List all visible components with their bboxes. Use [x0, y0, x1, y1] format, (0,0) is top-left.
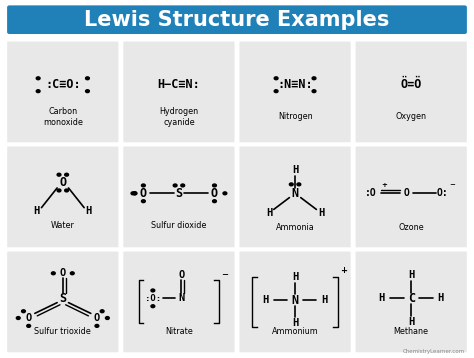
- Text: :O:: :O:: [145, 294, 161, 303]
- Text: ChemistryLearner.com: ChemistryLearner.com: [402, 349, 465, 354]
- Circle shape: [312, 77, 316, 80]
- Text: Oxygen: Oxygen: [396, 112, 427, 121]
- Circle shape: [95, 324, 99, 327]
- Text: Ammonia: Ammonia: [276, 223, 314, 232]
- Circle shape: [151, 305, 155, 308]
- Text: H: H: [321, 295, 328, 305]
- Text: −: −: [221, 270, 228, 279]
- FancyBboxPatch shape: [355, 251, 468, 353]
- Text: Water: Water: [51, 221, 75, 230]
- Circle shape: [151, 289, 155, 292]
- Text: Ozone: Ozone: [398, 223, 424, 232]
- Circle shape: [36, 77, 40, 80]
- Text: O:: O:: [436, 188, 448, 198]
- Text: N: N: [292, 294, 299, 306]
- Text: H: H: [379, 293, 385, 303]
- Circle shape: [85, 90, 89, 93]
- FancyBboxPatch shape: [238, 251, 352, 353]
- Text: H: H: [34, 206, 40, 216]
- FancyBboxPatch shape: [6, 251, 119, 353]
- Circle shape: [36, 90, 40, 93]
- Circle shape: [173, 184, 177, 187]
- Text: Lewis Structure Examples: Lewis Structure Examples: [84, 10, 390, 30]
- Circle shape: [181, 184, 184, 187]
- Circle shape: [51, 272, 55, 275]
- Text: H: H: [86, 206, 92, 216]
- Circle shape: [105, 316, 109, 319]
- Circle shape: [85, 77, 89, 80]
- FancyBboxPatch shape: [6, 40, 119, 143]
- Circle shape: [133, 192, 137, 195]
- Text: H: H: [292, 318, 298, 328]
- Text: +: +: [340, 266, 347, 275]
- Circle shape: [274, 90, 278, 93]
- Circle shape: [289, 183, 293, 186]
- Circle shape: [212, 200, 216, 203]
- Circle shape: [223, 192, 227, 195]
- FancyBboxPatch shape: [7, 5, 467, 34]
- Text: C: C: [408, 292, 415, 305]
- Circle shape: [141, 200, 145, 203]
- FancyBboxPatch shape: [6, 145, 119, 248]
- Text: O: O: [59, 176, 66, 189]
- Text: O: O: [140, 187, 147, 200]
- Text: +: +: [381, 183, 387, 188]
- Text: O: O: [94, 313, 100, 323]
- Circle shape: [274, 77, 278, 80]
- Text: O: O: [178, 270, 184, 280]
- Circle shape: [141, 184, 145, 187]
- Text: H: H: [438, 293, 444, 303]
- Text: O: O: [211, 187, 218, 200]
- Circle shape: [57, 189, 61, 192]
- Text: N: N: [178, 293, 184, 303]
- Text: N: N: [292, 187, 299, 200]
- Circle shape: [131, 192, 135, 195]
- Circle shape: [297, 183, 301, 186]
- FancyBboxPatch shape: [122, 145, 236, 248]
- Text: Carbon
monoxide: Carbon monoxide: [43, 107, 83, 127]
- Text: Nitrogen: Nitrogen: [278, 112, 312, 121]
- Text: Sulfur trioxide: Sulfur trioxide: [35, 327, 91, 336]
- Text: H: H: [408, 316, 414, 326]
- Text: Nitrate: Nitrate: [165, 327, 193, 336]
- Text: S: S: [175, 187, 182, 200]
- Circle shape: [64, 173, 69, 176]
- Text: −: −: [449, 183, 456, 188]
- Text: H−C≡N:: H−C≡N:: [157, 78, 201, 91]
- FancyBboxPatch shape: [122, 251, 236, 353]
- Text: H: H: [266, 208, 272, 218]
- Text: Methane: Methane: [394, 327, 428, 336]
- FancyBboxPatch shape: [238, 145, 352, 248]
- Text: S: S: [59, 292, 66, 305]
- Text: :O: :O: [365, 188, 377, 198]
- Circle shape: [64, 189, 69, 192]
- Text: Sulfur dioxide: Sulfur dioxide: [151, 221, 207, 230]
- Text: H: H: [318, 208, 324, 218]
- Text: Ö=Ö: Ö=Ö: [401, 78, 422, 91]
- Text: H: H: [292, 165, 298, 175]
- Text: Hydrogen
cyanide: Hydrogen cyanide: [159, 107, 199, 127]
- FancyBboxPatch shape: [122, 40, 236, 143]
- Text: O: O: [60, 268, 66, 278]
- Text: O: O: [26, 313, 32, 323]
- Circle shape: [17, 316, 20, 319]
- Text: H: H: [263, 295, 269, 305]
- Text: Ammonium: Ammonium: [272, 327, 319, 336]
- Circle shape: [27, 324, 31, 327]
- Text: H: H: [292, 272, 298, 282]
- Circle shape: [70, 272, 74, 275]
- Circle shape: [100, 310, 104, 313]
- Circle shape: [212, 184, 216, 187]
- Circle shape: [22, 310, 26, 313]
- Circle shape: [133, 192, 137, 195]
- Text: O: O: [403, 188, 410, 198]
- FancyBboxPatch shape: [355, 40, 468, 143]
- Circle shape: [312, 90, 316, 93]
- FancyBboxPatch shape: [355, 145, 468, 248]
- FancyBboxPatch shape: [238, 40, 352, 143]
- Text: :C≡O:: :C≡O:: [45, 78, 81, 91]
- Text: H: H: [408, 270, 414, 280]
- Text: :N≡N:: :N≡N:: [277, 78, 313, 91]
- Circle shape: [57, 173, 61, 176]
